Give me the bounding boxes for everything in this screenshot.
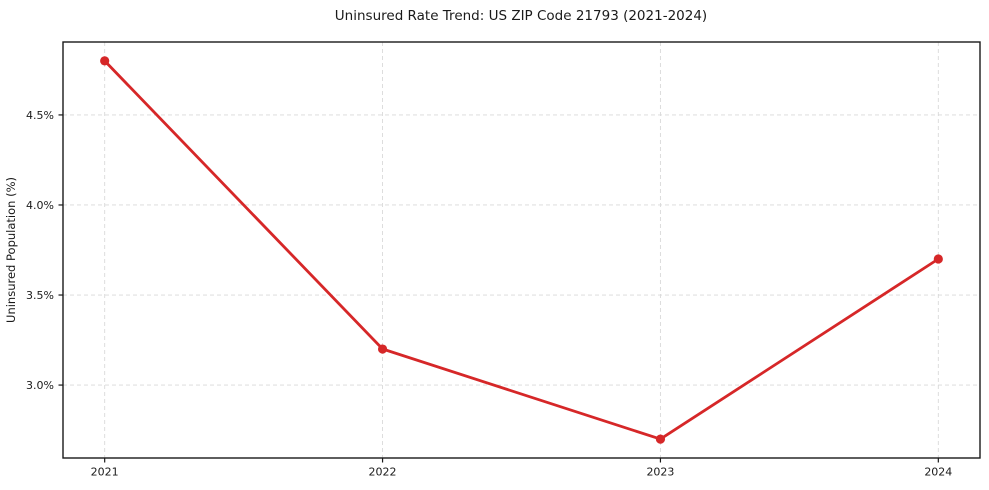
- x-tick-label: 2024: [924, 466, 952, 479]
- data-point: [377, 344, 388, 354]
- y-tick-label: 4.0%: [26, 199, 54, 212]
- y-axis-title: Uninsured Population (%): [4, 177, 18, 323]
- plot-box-spine: [62, 41, 981, 459]
- plot-area: 2021 2022 2023 2024 3.0% 3.5% 4.0% 4.5%: [26, 41, 981, 479]
- data-point: [100, 56, 110, 66]
- data-point: [933, 254, 943, 264]
- x-tick-label: 2022: [369, 466, 397, 479]
- y-tick-label: 3.5%: [26, 289, 54, 302]
- chart-title: Uninsured Rate Trend: US ZIP Code 21793 …: [335, 8, 707, 24]
- data-point: [655, 434, 666, 444]
- y-tick-label: 4.5%: [26, 109, 54, 122]
- y-tick-label: 3.0%: [26, 379, 54, 392]
- x-tick-label: 2021: [91, 466, 119, 479]
- x-tick-label: 2023: [646, 466, 674, 479]
- data-line: [103, 59, 940, 441]
